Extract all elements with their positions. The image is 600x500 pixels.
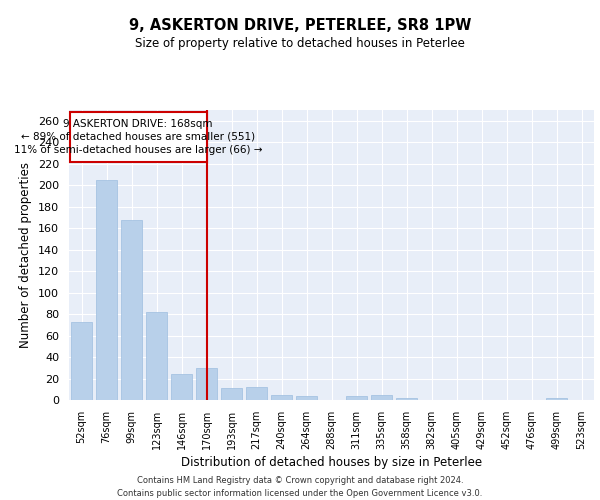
Text: Contains public sector information licensed under the Open Government Licence v3: Contains public sector information licen… xyxy=(118,489,482,498)
Bar xyxy=(71,322,92,400)
Text: Contains HM Land Registry data © Crown copyright and database right 2024.: Contains HM Land Registry data © Crown c… xyxy=(137,476,463,485)
Bar xyxy=(546,398,567,400)
Bar xyxy=(171,374,192,400)
Y-axis label: Number of detached properties: Number of detached properties xyxy=(19,162,32,348)
Bar xyxy=(221,388,242,400)
Bar xyxy=(296,396,317,400)
Bar xyxy=(146,312,167,400)
Bar xyxy=(96,180,117,400)
Text: 11% of semi-detached houses are larger (66) →: 11% of semi-detached houses are larger (… xyxy=(14,144,262,154)
Bar xyxy=(121,220,142,400)
Text: ← 89% of detached houses are smaller (551): ← 89% of detached houses are smaller (55… xyxy=(21,132,255,142)
Bar xyxy=(346,396,367,400)
Bar xyxy=(371,394,392,400)
Bar xyxy=(271,394,292,400)
Bar xyxy=(196,368,217,400)
Bar xyxy=(396,398,417,400)
Text: 9 ASKERTON DRIVE: 168sqm: 9 ASKERTON DRIVE: 168sqm xyxy=(63,119,213,129)
Bar xyxy=(246,387,267,400)
X-axis label: Distribution of detached houses by size in Peterlee: Distribution of detached houses by size … xyxy=(181,456,482,469)
FancyBboxPatch shape xyxy=(70,112,206,162)
Text: Size of property relative to detached houses in Peterlee: Size of property relative to detached ho… xyxy=(135,38,465,51)
Text: 9, ASKERTON DRIVE, PETERLEE, SR8 1PW: 9, ASKERTON DRIVE, PETERLEE, SR8 1PW xyxy=(129,18,471,32)
